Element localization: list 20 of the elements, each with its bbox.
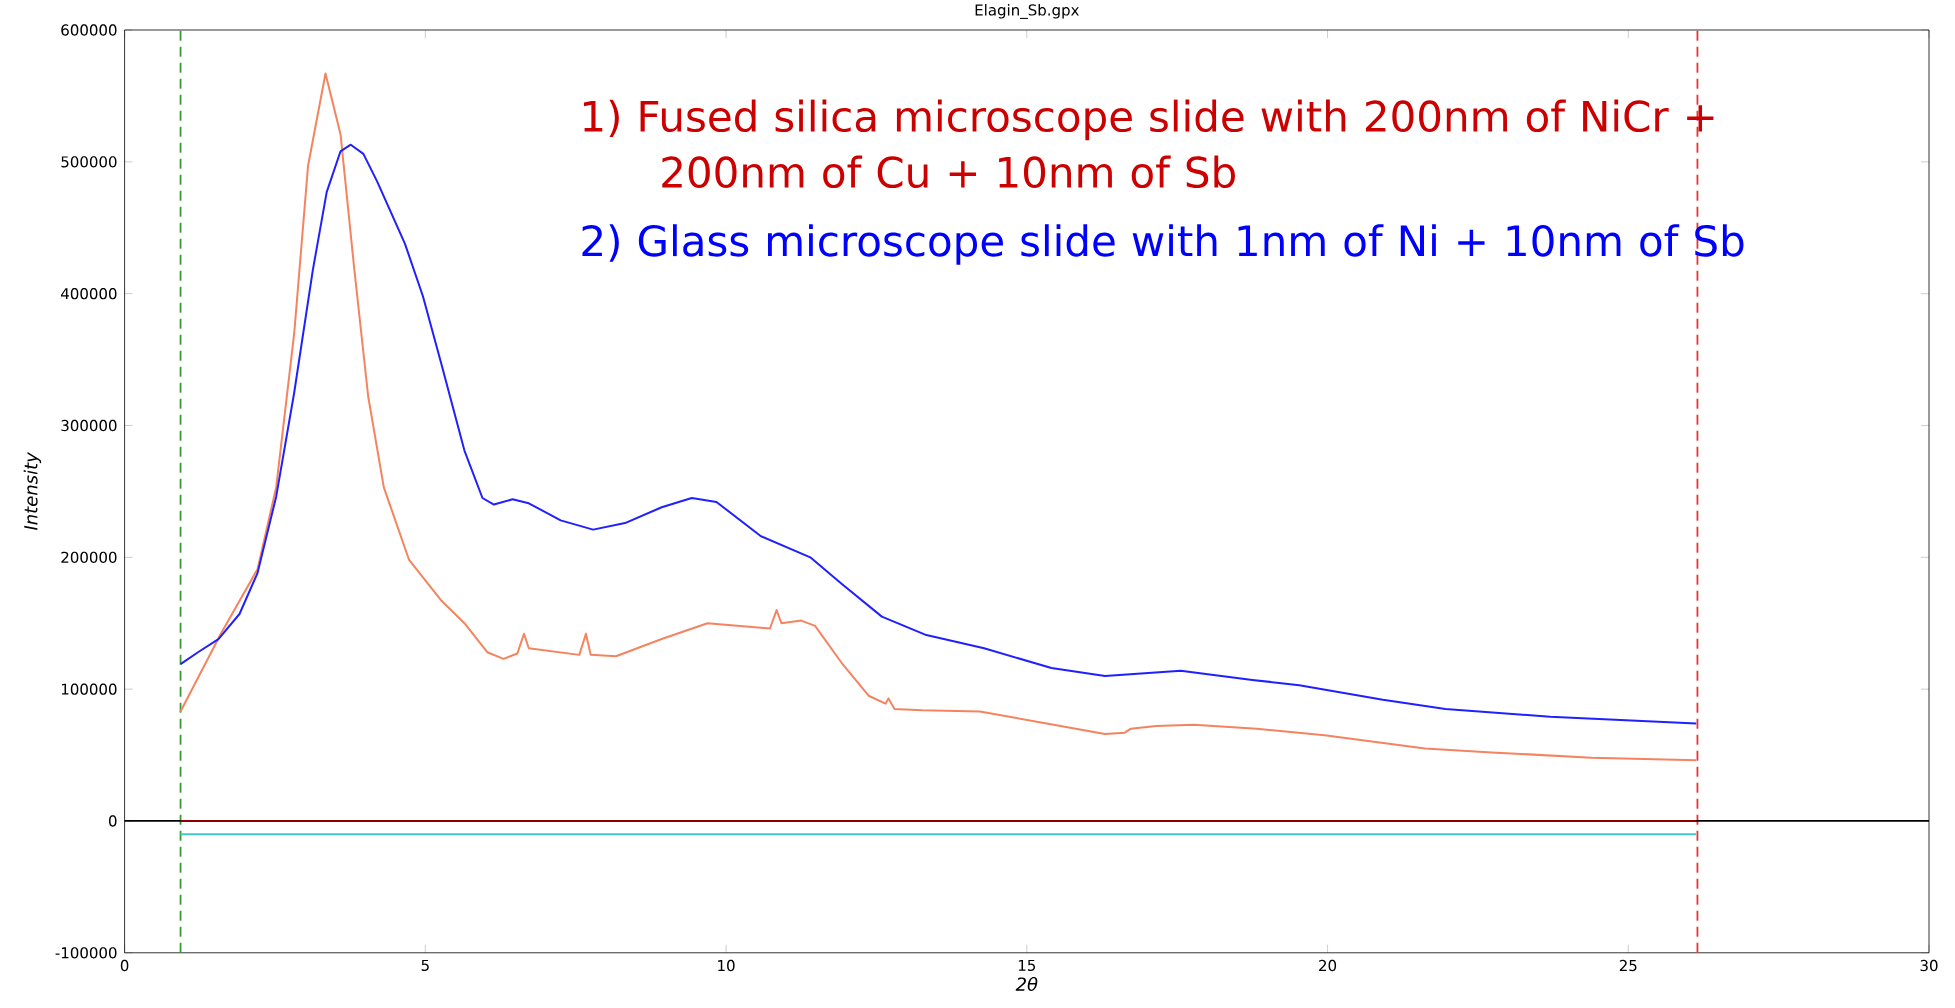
y-tick-label: 200000 bbox=[61, 551, 117, 563]
x-tick-label: 20 bbox=[1319, 959, 1337, 972]
annotation: 2) Glass microscope slide with 1nm of Ni + 10nm of Sb bbox=[582, 224, 1744, 265]
y-tick-label: 100000 bbox=[61, 683, 117, 695]
y-tick-label: 600000 bbox=[61, 24, 117, 36]
x-tick-label: 10 bbox=[718, 959, 735, 972]
x-tick-label: 5 bbox=[421, 959, 429, 972]
x-tick-label: 30 bbox=[1920, 959, 1938, 972]
y-tick-label: 400000 bbox=[61, 287, 117, 300]
x-tick-label: 25 bbox=[1619, 959, 1637, 972]
chart-title: Elagin_Sb.gpx bbox=[975, 4, 1079, 19]
y-tick-label: 300000 bbox=[61, 419, 117, 432]
y-tick-label: -100000 bbox=[55, 947, 117, 959]
annotation: 1) Fused silica microscope slide with 200nm of NiCr + 200nm of Cu + 10nm of Sb bbox=[584, 99, 1714, 189]
y-tick-label: 0 bbox=[109, 815, 117, 827]
y-axis-title: Intensity bbox=[23, 452, 42, 531]
x-tick-label: 15 bbox=[1018, 959, 1036, 972]
x-axis-title: 2θ bbox=[1015, 976, 1038, 991]
x-tick-label: 0 bbox=[120, 959, 129, 972]
y-tick-label: 500000 bbox=[61, 156, 117, 168]
